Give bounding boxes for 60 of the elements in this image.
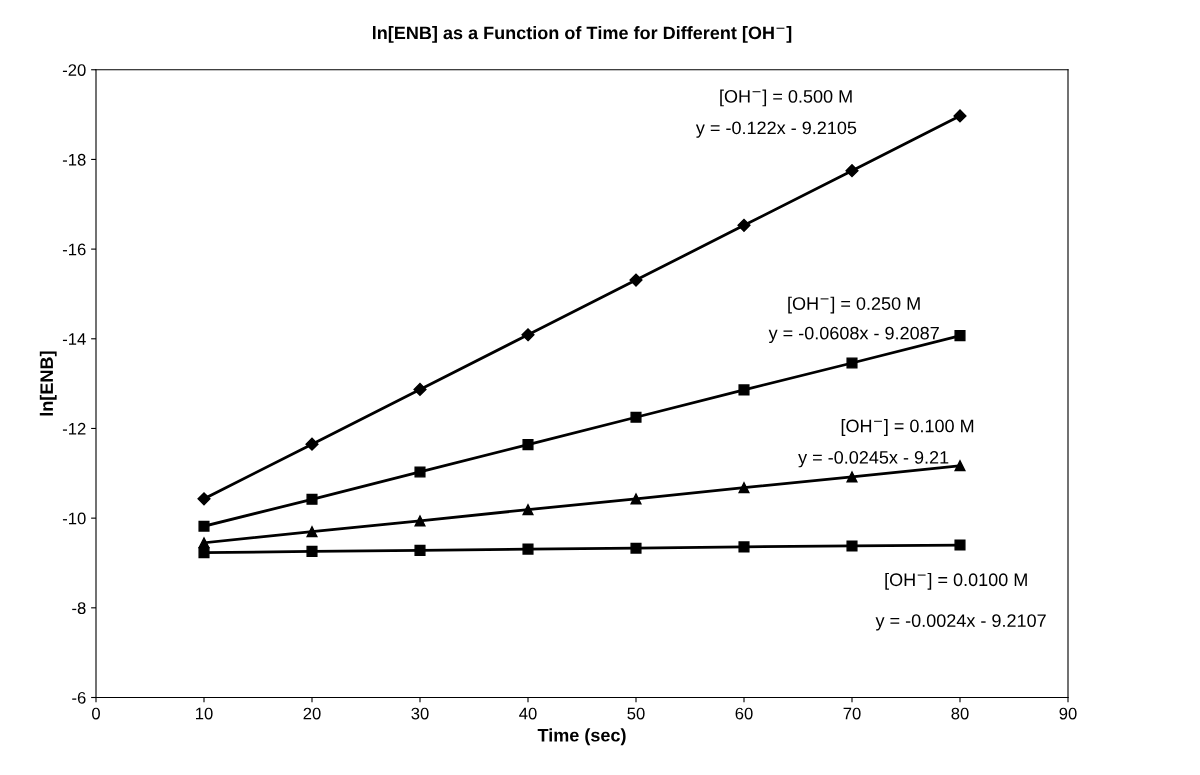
y-tick-label: -18	[62, 153, 86, 166]
x-tick-label: 90	[1059, 707, 1077, 720]
point	[846, 471, 858, 483]
chart-title: ln[ENB] as a Function of Time for Different [OH$^{−}$]	[373, 26, 792, 43]
point	[630, 493, 642, 505]
annotation: y = -0.0024x - 9.2107	[875, 614, 1046, 631]
annotation: [OH$^{−}$] = 0.0100 M	[885, 572, 1027, 590]
x-tick-label: 70	[843, 707, 861, 720]
x-tick-label: 60	[735, 707, 753, 720]
point	[522, 543, 534, 555]
point	[305, 437, 319, 451]
point	[846, 540, 858, 552]
point	[198, 520, 210, 532]
annotation: [OH$^{−}$] = 0.100 M	[841, 419, 974, 436]
x-tick-label: 50	[627, 707, 645, 720]
point	[630, 411, 642, 423]
x-tick-label: 30	[411, 707, 429, 720]
point	[414, 544, 426, 556]
annotation: y = -0.122x - 9.2105	[695, 121, 857, 138]
x-tick-label: 80	[951, 707, 969, 720]
y-tick-label: -20	[62, 64, 86, 76]
point	[738, 482, 750, 494]
point	[953, 109, 967, 123]
point	[522, 439, 534, 451]
point	[414, 515, 426, 527]
point	[198, 547, 210, 559]
y-axis-title: ln[ENB]	[39, 351, 57, 416]
point	[306, 545, 318, 557]
point	[846, 357, 858, 369]
point	[738, 384, 750, 396]
point	[954, 539, 966, 551]
annotation: y = -0.0608x - 9.2087	[768, 326, 939, 344]
annotation: y = -0.0245x - 9.21	[798, 451, 949, 468]
y-tick-label: -12	[62, 422, 86, 435]
y-tick-label: -6	[72, 691, 86, 704]
annotation: [OH$^{−}$] = 0.250 M	[788, 296, 920, 314]
point	[521, 328, 535, 342]
point	[738, 541, 750, 553]
point	[306, 526, 318, 538]
point	[737, 218, 751, 232]
point	[306, 493, 318, 505]
x-tick-label: 0	[92, 707, 100, 720]
point	[845, 164, 859, 178]
point	[954, 460, 966, 472]
point	[414, 466, 426, 478]
point	[522, 504, 534, 516]
x-tick-label: 40	[519, 707, 537, 720]
point	[413, 382, 427, 397]
x-tick-label: 10	[196, 707, 213, 720]
y-tick-label: -8	[72, 602, 86, 615]
y-tick-label: -10	[62, 512, 86, 525]
x-tick-label: 20	[303, 707, 321, 720]
annotation: [OH$^{−}$] = 0.500 M	[720, 89, 852, 107]
y-tick-label: -16	[62, 243, 86, 256]
point	[629, 273, 643, 287]
point	[630, 542, 642, 554]
y-tick-label: -14	[62, 333, 86, 345]
point	[954, 330, 966, 342]
point	[197, 492, 211, 506]
x-axis-title: Time (sec)	[537, 728, 626, 746]
